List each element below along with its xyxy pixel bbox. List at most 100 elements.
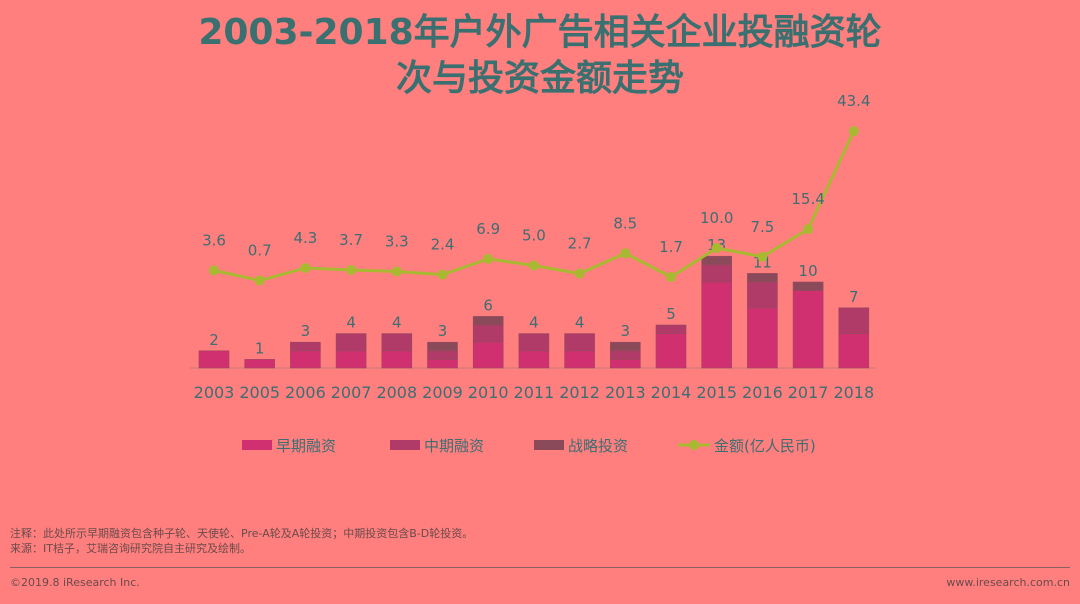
amount-label-2006: 4.3 bbox=[293, 229, 317, 247]
amount-point-2007 bbox=[346, 265, 357, 276]
bar-early-2018 bbox=[838, 333, 870, 369]
bar-strategic-2009 bbox=[427, 341, 458, 352]
bar-early-2007 bbox=[335, 350, 367, 369]
bar-early-2012 bbox=[564, 350, 595, 369]
bar-total-label-2006: 3 bbox=[301, 322, 311, 340]
bar-early-2015 bbox=[701, 281, 733, 369]
amount-point-2011 bbox=[528, 260, 539, 271]
amount-point-2017 bbox=[803, 224, 814, 235]
bar-early-2017 bbox=[792, 290, 824, 369]
bar-mid-2014 bbox=[655, 324, 687, 334]
amount-point-2006 bbox=[300, 262, 311, 273]
bar-total-label-2007: 4 bbox=[346, 314, 356, 332]
bar-total-label-2009: 3 bbox=[438, 322, 448, 340]
bar-early-2005 bbox=[244, 359, 275, 369]
bar-total-label-2011: 4 bbox=[529, 314, 539, 332]
amount-label-2009: 2.4 bbox=[431, 236, 455, 254]
copyright-text: ©2019.8 iResearch Inc. bbox=[10, 576, 140, 589]
amount-label-2010: 6.9 bbox=[476, 220, 500, 238]
bar-total-label-2013: 3 bbox=[621, 322, 631, 340]
bar-total-label-2018: 7 bbox=[849, 288, 859, 306]
bar-early-2006 bbox=[290, 350, 321, 369]
amount-label-2008: 3.3 bbox=[385, 232, 409, 250]
bar-mid-2007 bbox=[335, 333, 367, 352]
source-text: 来源：IT桔子，艾瑞咨询研究院自主研究及绘制。 bbox=[10, 542, 251, 555]
amount-point-2009 bbox=[437, 269, 448, 280]
chart-title-line-1: 2003-2018年户外广告相关企业投融资轮 bbox=[198, 12, 882, 53]
bar-mid-2010 bbox=[472, 324, 504, 343]
bar-total-label-2005: 1 bbox=[255, 339, 265, 357]
bar-mid-2009 bbox=[427, 350, 458, 360]
amount-label-2003: 3.6 bbox=[202, 231, 226, 249]
legend-swatch-0 bbox=[242, 440, 272, 450]
amount-point-2008 bbox=[391, 266, 402, 277]
amount-point-2015 bbox=[711, 243, 722, 253]
bar-early-2003 bbox=[198, 350, 230, 369]
amount-point-2012 bbox=[574, 268, 585, 279]
x-tick-label-2011: 2011 bbox=[514, 383, 555, 402]
amount-label-2018: 43.4 bbox=[837, 92, 870, 110]
x-tick-label-2012: 2012 bbox=[559, 383, 600, 402]
bar-total-label-2012: 4 bbox=[575, 314, 585, 332]
amount-label-2011: 5.0 bbox=[522, 227, 546, 245]
legend-swatch-2 bbox=[534, 440, 564, 450]
x-tick-label-2009: 2009 bbox=[422, 383, 463, 402]
amount-point-2010 bbox=[483, 253, 494, 264]
x-tick-label-2008: 2008 bbox=[376, 383, 417, 402]
bar-total-label-2010: 6 bbox=[483, 296, 493, 314]
x-tick-label-2018: 2018 bbox=[833, 383, 874, 402]
bar-strategic-2010 bbox=[472, 316, 504, 326]
amount-point-2014 bbox=[666, 272, 676, 283]
amount-label-2014: 1.7 bbox=[659, 238, 683, 256]
bar-early-2011 bbox=[518, 350, 550, 369]
bar-early-2013 bbox=[609, 359, 641, 369]
bar-total-label-2017: 10 bbox=[799, 262, 818, 280]
x-tick-label-2003: 2003 bbox=[194, 383, 235, 402]
bar-total-label-2003: 2 bbox=[209, 331, 219, 349]
bar-mid-2018 bbox=[838, 307, 870, 334]
legend-swatch-1 bbox=[390, 440, 420, 450]
amount-label-2005: 0.7 bbox=[248, 242, 272, 260]
x-tick-label-2014: 2014 bbox=[651, 383, 692, 402]
amount-point-2003 bbox=[209, 265, 219, 276]
bar-early-2009 bbox=[427, 359, 458, 369]
amount-point-2013 bbox=[620, 248, 631, 259]
bar-early-2016 bbox=[747, 307, 778, 369]
amount-label-2012: 2.7 bbox=[568, 235, 592, 253]
chart-title: 2003-2018年户外广告相关企业投融资轮 次与投资金额走势 bbox=[0, 10, 1080, 102]
footer-divider bbox=[10, 567, 1070, 568]
x-tick-label-2006: 2006 bbox=[285, 383, 326, 402]
x-tick-label-2005: 2005 bbox=[239, 383, 280, 402]
amount-point-2005 bbox=[254, 275, 265, 286]
bar-mid-2012 bbox=[564, 333, 595, 352]
amount-label-2007: 3.7 bbox=[339, 231, 363, 249]
bar-mid-2013 bbox=[609, 350, 641, 360]
legend-line-marker bbox=[689, 440, 699, 450]
note-text: 注释：此处所示早期融资包含种子轮、天使轮、Pre-A轮及A轮投资；中期投资包含B… bbox=[10, 527, 474, 540]
amount-label-2015: 10.0 bbox=[700, 209, 733, 227]
x-tick-label-2010: 2010 bbox=[468, 383, 509, 402]
website-url: www.iresearch.com.cn bbox=[946, 576, 1070, 589]
bar-mid-2015 bbox=[701, 264, 733, 283]
bar-mid-2016 bbox=[747, 281, 778, 309]
x-tick-label-2007: 2007 bbox=[331, 383, 372, 402]
bar-strategic-2013 bbox=[609, 341, 641, 352]
bar-strategic-2016 bbox=[747, 273, 778, 283]
bar-mid-2011 bbox=[518, 333, 550, 352]
bar-strategic-2015 bbox=[701, 255, 733, 266]
legend-label-1: 中期融资 bbox=[424, 437, 484, 455]
bar-total-label-2014: 5 bbox=[666, 305, 676, 323]
legend-label-2: 战略投资 bbox=[568, 437, 628, 455]
x-tick-label-2016: 2016 bbox=[742, 383, 783, 402]
amount-point-2018 bbox=[848, 126, 859, 137]
bar-mid-2006 bbox=[290, 341, 321, 352]
amount-label-2013: 8.5 bbox=[613, 214, 637, 232]
bar-early-2014 bbox=[655, 333, 687, 369]
x-tick-label-2015: 2015 bbox=[696, 383, 737, 402]
legend-label-3: 金额(亿人民币) bbox=[714, 437, 816, 455]
amount-label-2016: 7.5 bbox=[750, 218, 774, 236]
amount-point-2016 bbox=[757, 251, 768, 262]
x-tick-label-2017: 2017 bbox=[788, 383, 829, 402]
legend-label-0: 早期融资 bbox=[276, 437, 336, 455]
chart-title-line-2: 次与投资金额走势 bbox=[395, 58, 684, 99]
